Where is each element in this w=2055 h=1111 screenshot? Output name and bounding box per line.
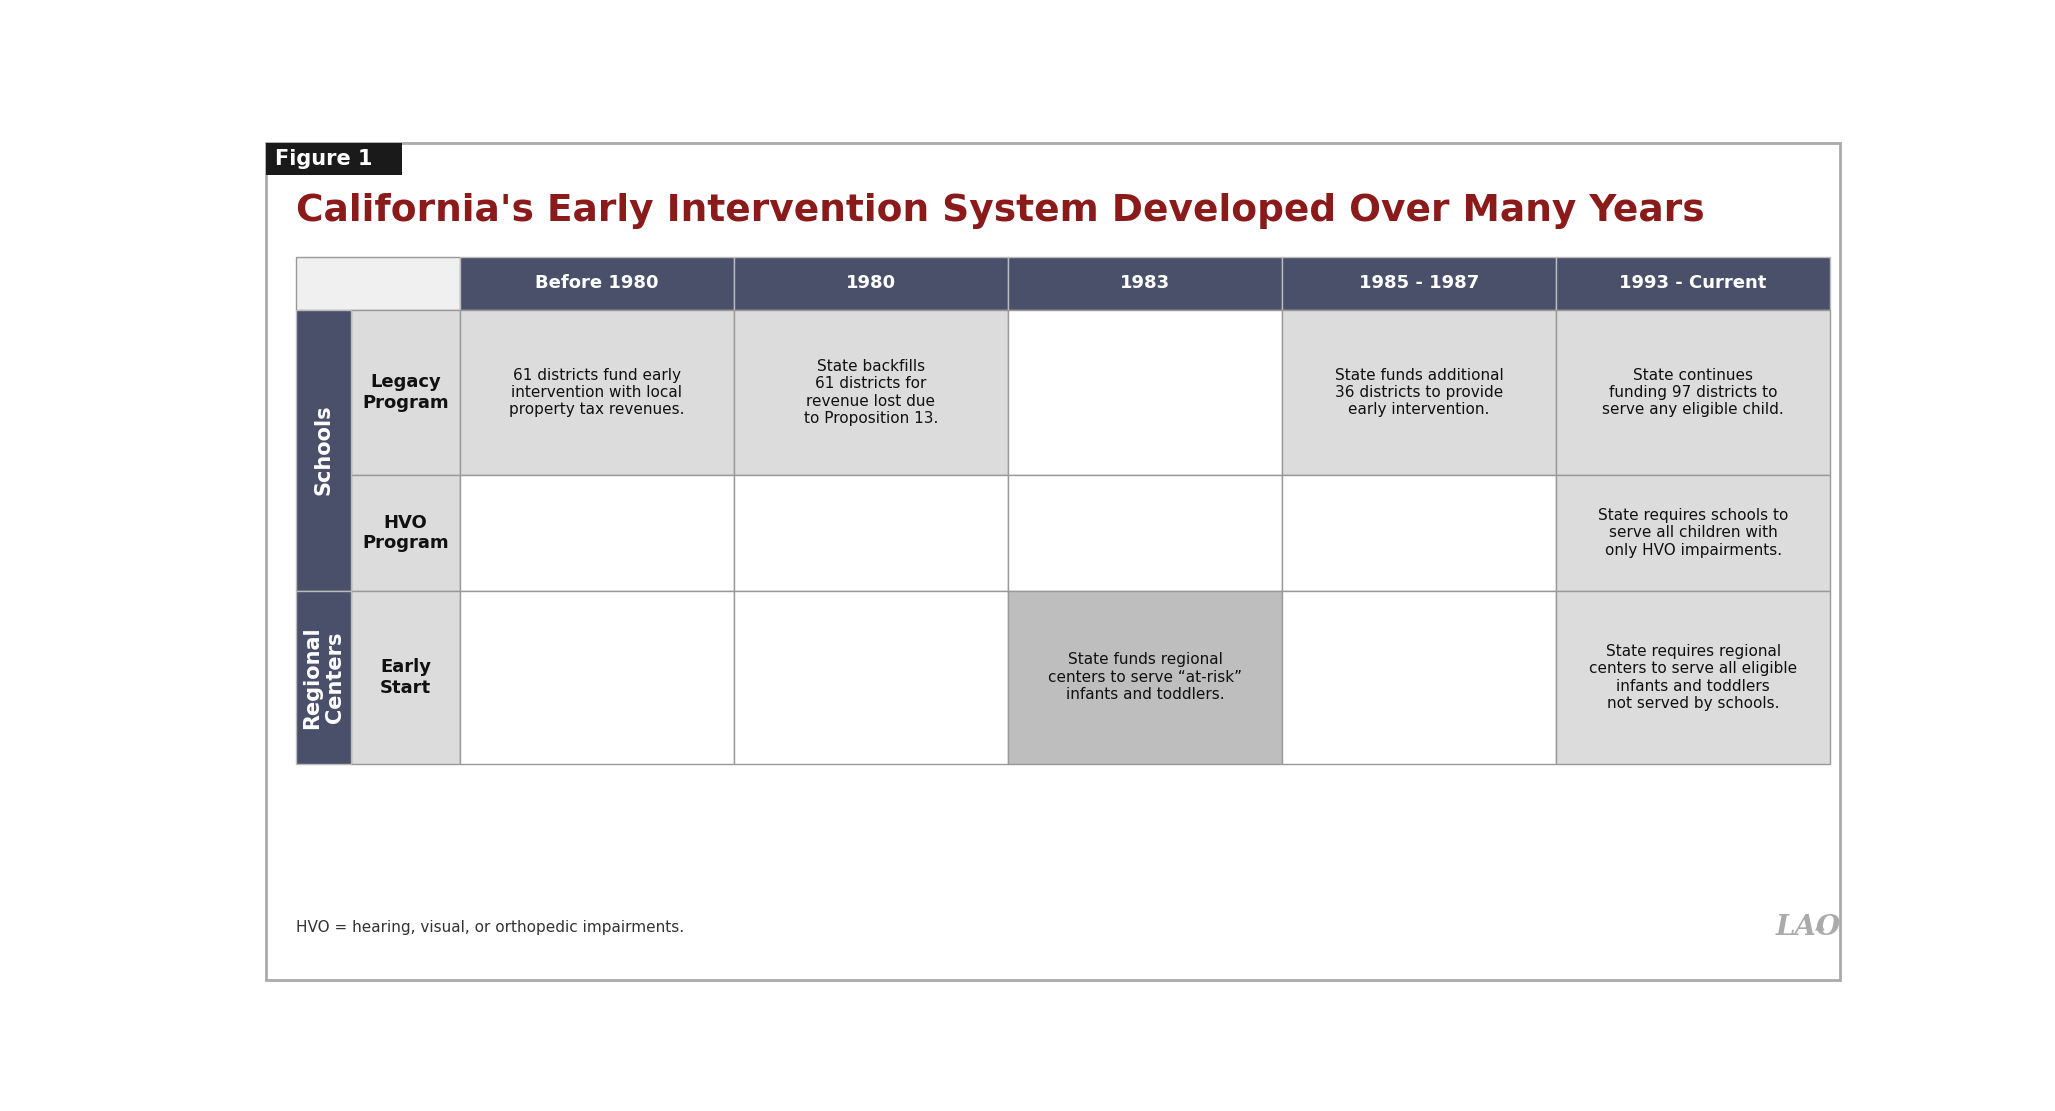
Text: Regional
Centers: Regional Centers: [302, 625, 345, 729]
Text: ▲: ▲: [1815, 919, 1825, 931]
Bar: [267, 142, 403, 174]
Bar: [734, 258, 1009, 310]
Bar: [296, 591, 351, 764]
Bar: [351, 591, 460, 764]
Text: State funds additional
36 districts to provide
early intervention.: State funds additional 36 districts to p…: [1334, 368, 1504, 418]
Text: HVO
Program: HVO Program: [362, 513, 448, 552]
Bar: [1009, 258, 1282, 310]
Text: LAO: LAO: [1776, 913, 1841, 941]
Text: Schools: Schools: [314, 404, 333, 496]
Bar: [734, 591, 1009, 764]
Text: Legacy
Program: Legacy Program: [362, 373, 448, 412]
Bar: [1282, 310, 1556, 476]
Text: 1985 - 1987: 1985 - 1987: [1358, 274, 1480, 292]
Text: State funds regional
centers to serve “at-risk”
infants and toddlers.: State funds regional centers to serve “a…: [1048, 652, 1241, 702]
Bar: [1556, 591, 1831, 764]
Bar: [1282, 258, 1556, 310]
Text: Early
Start: Early Start: [380, 658, 432, 697]
Bar: [1009, 476, 1282, 591]
Bar: [1556, 476, 1831, 591]
Text: 61 districts fund early
intervention with local
property tax revenues.: 61 districts fund early intervention wit…: [510, 368, 684, 418]
Bar: [296, 258, 460, 310]
Text: Figure 1: Figure 1: [275, 149, 372, 169]
Bar: [460, 591, 734, 764]
Bar: [460, 476, 734, 591]
Text: State requires schools to
serve all children with
only HVO impairments.: State requires schools to serve all chil…: [1599, 508, 1788, 558]
Bar: [1556, 310, 1831, 476]
Bar: [734, 310, 1009, 476]
Text: State requires regional
centers to serve all eligible
infants and toddlers
not s: State requires regional centers to serve…: [1589, 643, 1798, 711]
Bar: [1009, 310, 1282, 476]
Bar: [734, 476, 1009, 591]
Text: HVO = hearing, visual, or orthopedic impairments.: HVO = hearing, visual, or orthopedic imp…: [296, 920, 684, 934]
Bar: [460, 258, 734, 310]
Text: State continues
funding 97 districts to
serve any eligible child.: State continues funding 97 districts to …: [1603, 368, 1784, 418]
Text: California's Early Intervention System Developed Over Many Years: California's Early Intervention System D…: [296, 193, 1704, 229]
Bar: [351, 476, 460, 591]
Bar: [1556, 258, 1831, 310]
Text: 1983: 1983: [1120, 274, 1169, 292]
Bar: [296, 310, 351, 591]
Bar: [351, 310, 460, 476]
Bar: [1282, 591, 1556, 764]
Bar: [1009, 591, 1282, 764]
Bar: [1282, 476, 1556, 591]
Bar: [460, 310, 734, 476]
Text: Before 1980: Before 1980: [534, 274, 660, 292]
Text: 1993 - Current: 1993 - Current: [1619, 274, 1767, 292]
Text: 1980: 1980: [847, 274, 896, 292]
Text: State backfills
61 districts for
revenue lost due
to Proposition 13.: State backfills 61 districts for revenue…: [804, 359, 939, 426]
